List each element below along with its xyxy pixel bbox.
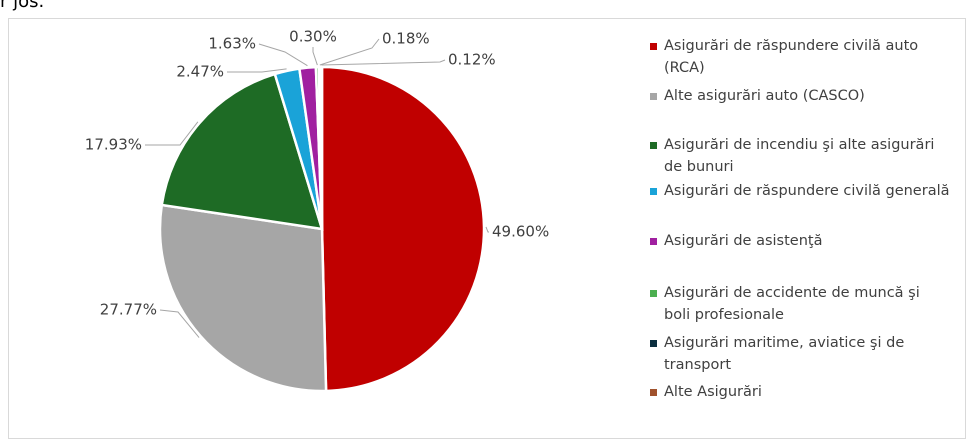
legend-item: Alte Asigurări <box>650 381 950 403</box>
pie-slice <box>160 72 324 231</box>
legend-swatch <box>650 142 657 149</box>
data-label: 49.60% <box>492 223 549 241</box>
legend-label: Alte asigurări auto (CASCO) <box>664 88 865 104</box>
top-text: r jos. <box>0 0 45 12</box>
leader-line <box>319 38 380 66</box>
leader-line <box>485 226 489 233</box>
legend-item: Asigurări de răspundere civilă auto (RCA… <box>650 35 950 79</box>
legend-swatch <box>650 93 657 100</box>
data-label: 0.18% <box>382 30 430 48</box>
leader-line <box>321 59 446 66</box>
data-label: 0.30% <box>289 28 337 46</box>
legend-label: Alte Asigurări <box>664 384 762 400</box>
legend-swatch <box>650 340 657 347</box>
leader-line <box>145 121 199 146</box>
legend-label: Asigurări de accidente de muncă şi boli … <box>664 285 920 323</box>
pie-slice <box>320 65 486 393</box>
legend-swatch <box>650 290 657 297</box>
leader-line <box>227 68 287 73</box>
legend-item: Asigurări maritime, aviatice şi de trans… <box>650 332 950 376</box>
data-label: 2.47% <box>176 63 224 81</box>
legend-swatch <box>650 238 657 245</box>
leader-line <box>159 309 200 338</box>
legend-swatch <box>650 43 657 50</box>
legend-swatch <box>650 389 657 396</box>
pie-slice <box>158 203 328 393</box>
chart-frame <box>8 18 966 439</box>
data-label: 0.12% <box>448 51 496 69</box>
legend-label: Asigurări de răspundere civilă generală <box>664 183 950 199</box>
legend-item: Asigurări de accidente de muncă şi boli … <box>650 282 950 326</box>
leader-line <box>312 47 318 66</box>
leader-line <box>258 43 308 67</box>
legend-label: Asigurări maritime, aviatice şi de trans… <box>664 335 905 373</box>
legend-swatch <box>650 188 657 195</box>
legend-item: Asigurări de incendiu şi alte asigurări … <box>650 134 950 178</box>
legend-item: Asigurări de asistenţă <box>650 230 950 252</box>
data-label: 17.93% <box>85 136 142 154</box>
pie-slice <box>319 65 324 230</box>
legend-label: Asigurări de răspundere civilă auto (RCA… <box>664 38 919 76</box>
data-label: 27.77% <box>100 301 157 319</box>
data-label: 1.63% <box>208 35 256 53</box>
legend-item: Alte asigurări auto (CASCO) <box>650 85 950 107</box>
legend-label: Asigurări de asistenţă <box>664 233 823 249</box>
legend-item: Asigurări de răspundere civilă generală <box>650 180 950 202</box>
legend-label: Asigurări de incendiu şi alte asigurări … <box>664 137 935 175</box>
